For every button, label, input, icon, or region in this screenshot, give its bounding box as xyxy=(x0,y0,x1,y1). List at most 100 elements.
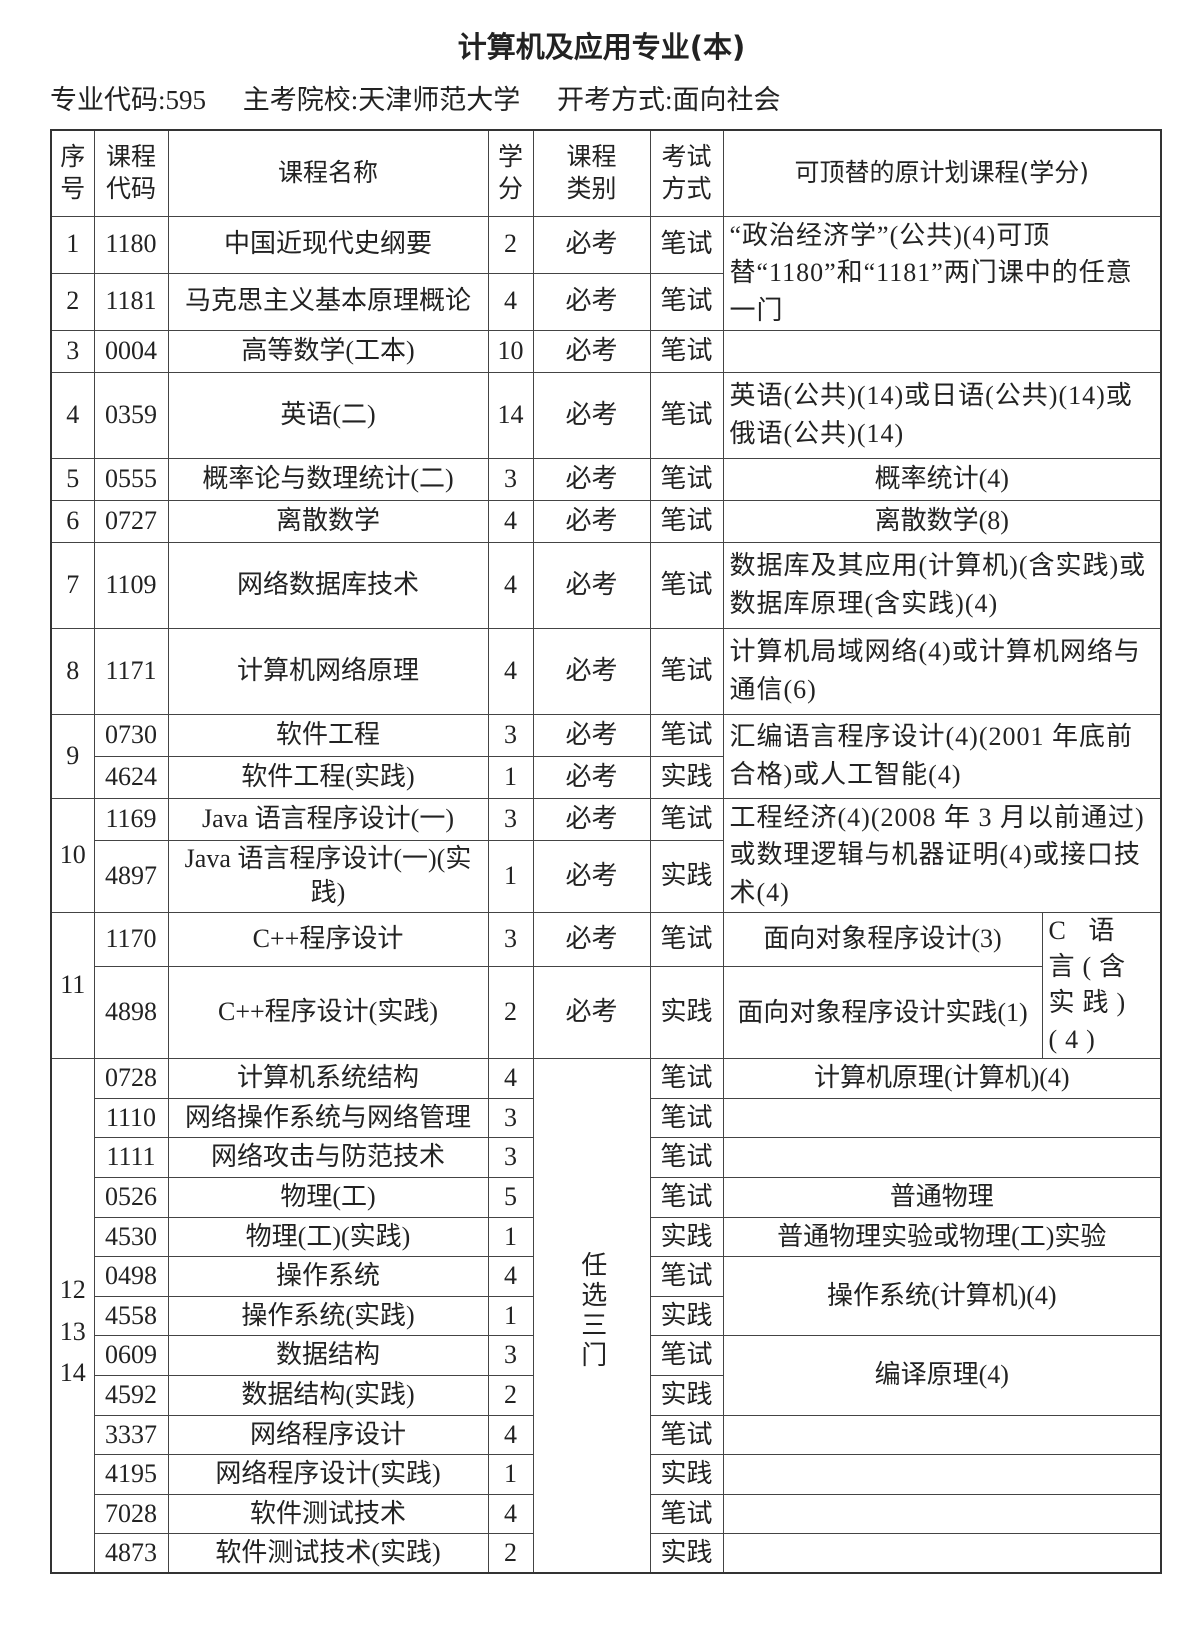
exam-method: 笔试 xyxy=(649,627,724,715)
course-code: 4530 xyxy=(93,1216,169,1258)
course-name: 软件工程 xyxy=(167,713,489,757)
seq-cell: 10 xyxy=(50,797,95,913)
course-name: 数据结构 xyxy=(167,1335,489,1376)
course-name: 网络程序设计(实践) xyxy=(167,1454,489,1495)
course-code: 4897 xyxy=(93,839,169,913)
course-name: Java 语言程序设计(一) xyxy=(167,797,489,841)
course-code: 1109 xyxy=(93,541,169,629)
credit: 3 xyxy=(487,713,534,757)
course-code: 1170 xyxy=(93,911,169,968)
credit: 1 xyxy=(487,839,534,913)
credit: 4 xyxy=(487,1414,534,1456)
replace-course: 英语(公共)(14)或日语(公共)(14)或俄语(公共)(14) xyxy=(722,371,1162,459)
exam-method: 笔试 xyxy=(649,1414,724,1456)
course-name: 计算机系统结构 xyxy=(167,1058,489,1099)
replace-course: 离散数学(8) xyxy=(722,499,1162,543)
exam-method: 实践 xyxy=(649,1216,724,1258)
major-info: 专业代码:595 主考院校:天津师范大学 开考方式:面向社会 xyxy=(50,78,811,117)
course-name: 概率论与数理统计(二) xyxy=(167,457,489,501)
header-replace: 可顶替的原计划课程(学分) xyxy=(722,129,1162,217)
credit: 4 xyxy=(487,541,534,629)
replace-course: 面向对象程序设计(3) xyxy=(722,911,1043,968)
replace-course: 数据库及其应用(计算机)(含实践)或数据库原理(含实践)(4) xyxy=(722,541,1162,629)
table-row: 2 1181 马克思主义基本原理概论 4 必考 笔试 xyxy=(50,272,1161,331)
credit: 4 xyxy=(487,499,534,543)
table-row: 4624 软件工程(实践) 1 必考 实践 xyxy=(51,755,1161,799)
course-code: 0727 xyxy=(93,499,169,543)
course-name: 软件测试技术 xyxy=(167,1493,489,1535)
course-code: 0359 xyxy=(93,371,169,459)
exam-method: 笔试 xyxy=(649,1137,724,1178)
table-row: 4897 Java 语言程序设计(一)(实践) 1 必考 实践 xyxy=(51,839,1161,913)
credit: 4 xyxy=(487,1493,534,1535)
course-type: 必考 xyxy=(532,457,651,501)
exam-method: 笔试 xyxy=(649,215,724,274)
course-type: 必考 xyxy=(532,839,651,913)
replace-course xyxy=(722,1493,1162,1535)
seq-cell: 7 xyxy=(50,541,95,629)
exam-method: 实践 xyxy=(649,1454,724,1495)
course-type: 必考 xyxy=(532,713,651,757)
credit: 4 xyxy=(487,1058,534,1099)
header-seq: 序号 xyxy=(50,129,95,217)
course-type: 必考 xyxy=(532,755,651,799)
table-row: 4873 软件测试技术(实践) 2 实践 xyxy=(51,1533,1162,1574)
course-name: 网络攻击与防范技术 xyxy=(167,1137,489,1178)
exam-method: 笔试 xyxy=(649,1058,724,1099)
major-code: 专业代码:595 xyxy=(50,85,207,115)
host-school: 主考院校:天津师范大学 xyxy=(242,85,521,115)
header-name: 课程名称 xyxy=(167,129,489,217)
seq-number: 12 xyxy=(59,1275,86,1305)
table-row: 10 1169 Java 语言程序设计(一) 3 必考 笔试 工程经济(4)(2008 年 … xyxy=(50,797,1162,913)
credit: 1 xyxy=(487,1216,534,1258)
course-code: 0498 xyxy=(93,1256,169,1297)
exam-method: 笔试 xyxy=(649,329,724,373)
course-name: 计算机网络原理 xyxy=(167,627,489,715)
header-exam: 考试方式 xyxy=(649,129,724,217)
exam-method: 笔试 xyxy=(649,1256,724,1297)
credit: 3 xyxy=(487,1097,534,1139)
course-type: 必考 xyxy=(532,911,651,968)
credit: 1 xyxy=(487,1454,534,1495)
course-code: 4898 xyxy=(93,966,169,1060)
course-type: 必考 xyxy=(532,371,651,459)
course-code: 4592 xyxy=(93,1374,169,1416)
course-name: 网络操作系统与网络管理 xyxy=(167,1097,489,1139)
course-table: 序号 课程代码 课程名称 学分 课程类别 考试方式 可顶替的原计划课程(学分) … xyxy=(50,129,1163,1575)
exam-method: 实践 xyxy=(649,966,724,1060)
credit: 10 xyxy=(487,329,534,373)
course-name: 离散数学 xyxy=(167,499,489,543)
course-code: 0609 xyxy=(93,1335,169,1376)
credit: 4 xyxy=(487,627,534,715)
seq-cell: 4 xyxy=(50,371,95,459)
seq-cell: 11 xyxy=(50,911,95,1060)
table-row: 6 0727 离散数学 4 必考 笔试 离散数学(8) xyxy=(50,499,1162,543)
credit: 3 xyxy=(487,797,534,841)
exam-method: 笔试 xyxy=(649,457,724,501)
page-title: 计算机及应用专业(本) xyxy=(457,30,746,64)
replace-course xyxy=(722,1533,1162,1574)
course-type: 必考 xyxy=(532,966,651,1060)
replace-course: 汇编语言程序设计(4)(2001 年底前合格)或人工智能(4) xyxy=(722,713,1162,799)
course-code: 0728 xyxy=(93,1058,169,1099)
course-name: 高等数学(工本) xyxy=(167,329,489,373)
credit: 1 xyxy=(487,755,534,799)
credit: 2 xyxy=(487,215,534,274)
table-row: 4592 数据结构(实践) 2 实践 xyxy=(51,1374,1161,1416)
table-row: 0609 数据结构 3 笔试 编译原理(4) xyxy=(51,1335,1162,1416)
exam-method: 笔试 xyxy=(649,1335,724,1376)
exam-method: 笔试 xyxy=(649,272,724,331)
replace-course: “政治经济学”(公共)(4)可顶替“1180”和“1181”两门课中的任意一门 xyxy=(722,215,1162,331)
credit: 14 xyxy=(487,371,534,459)
replace-course xyxy=(722,1097,1162,1139)
course-code: 1171 xyxy=(93,627,169,715)
table-row: 3337 网络程序设计 4 笔试 xyxy=(51,1414,1162,1456)
course-code: 4558 xyxy=(93,1295,169,1337)
course-name: 马克思主义基本原理概论 xyxy=(167,272,489,331)
replace-course: 工程经济(4)(2008 年 3 月以前通过)或数理逻辑与机器证明(4)或接口技… xyxy=(722,797,1162,913)
replace-course: 计算机局域网络(4)或计算机网络与通信(6) xyxy=(722,627,1162,715)
seq-cell: 2 xyxy=(50,272,95,331)
course-code: 1180 xyxy=(93,215,169,274)
replace-course: 普通物理实验或物理(工)实验 xyxy=(722,1216,1162,1258)
course-name: 软件工程(实践) xyxy=(167,755,489,799)
